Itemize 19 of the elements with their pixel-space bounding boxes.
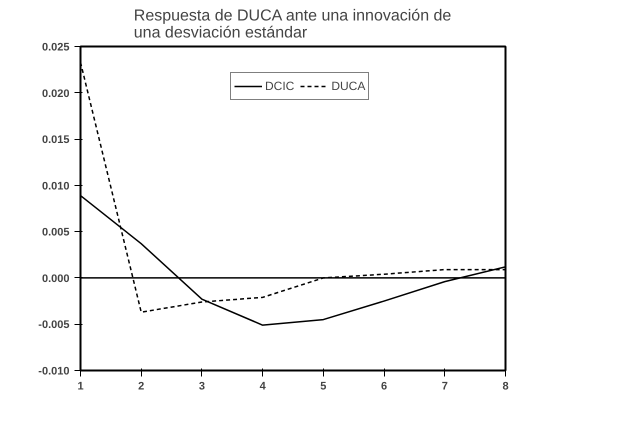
x-tick-label: 7 — [442, 380, 448, 392]
y-tick-label: 0.015 — [42, 134, 70, 146]
y-tick-label: 0.010 — [42, 180, 70, 192]
y-tick-label: 0.020 — [42, 88, 70, 100]
y-tick-label: -0.005 — [38, 319, 70, 332]
y-tick-label: 0.005 — [42, 226, 70, 239]
x-tick-label: 6 — [381, 380, 388, 392]
x-tick-label: 5 — [320, 380, 326, 392]
legend-label: DUCA — [331, 79, 366, 93]
y-tick-label: -0.010 — [38, 366, 70, 378]
chart-title: Respuesta de DUCA ante una innovación de una desviación estándar — [134, 8, 452, 42]
legend-label: DCIC — [265, 79, 294, 93]
x-tick-label: 1 — [77, 380, 84, 392]
x-tick-label: 4 — [260, 380, 267, 392]
y-tick-label: 0.000 — [42, 272, 70, 285]
x-tick-label: 2 — [138, 380, 144, 392]
x-tick-label: 3 — [198, 380, 205, 392]
x-tick-label: 8 — [502, 380, 509, 392]
y-tick-label: 0.025 — [42, 42, 70, 54]
